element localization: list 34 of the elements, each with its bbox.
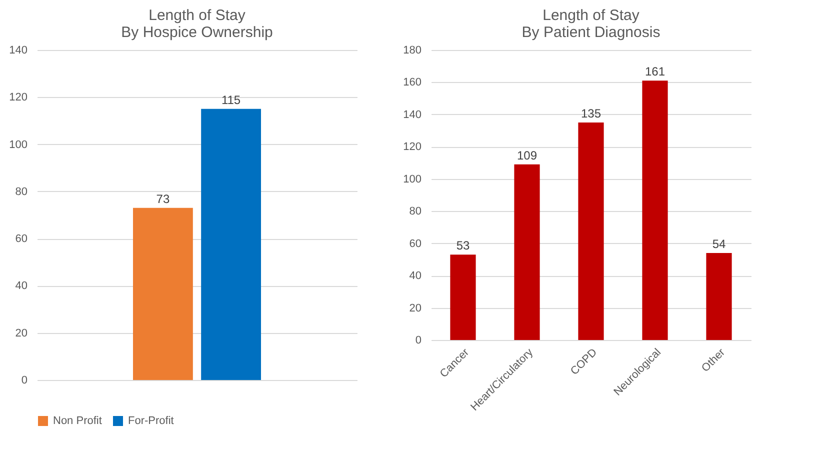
chart-title: Length of Stay By Hospice Ownership [121,7,273,41]
y-tick-label: 140 [9,44,28,56]
data-label: 53 [456,238,470,253]
data-label: 109 [516,148,538,162]
bar [578,122,604,340]
data-label: 135 [580,106,602,120]
y-tick-label: 60 [15,233,28,246]
bar [706,253,732,340]
bar [450,254,476,340]
y-tick-label: 20 [409,302,422,314]
data-label: 115 [221,92,241,107]
y-tick-label: 0 [21,374,28,386]
data-label: 73 [156,192,170,206]
y-tick-label: 0 [415,334,422,346]
bar [642,80,668,340]
y-tick-label: 40 [409,270,422,282]
bar [514,164,540,340]
data-label: 161 [644,64,666,79]
y-tick-label: 80 [15,186,28,198]
y-tick-label: 60 [409,238,422,250]
data-label: 54 [712,237,726,251]
y-tick-label: 100 [403,173,422,186]
legend-label: Non Profit [53,415,102,427]
y-tick-label: 120 [403,141,422,154]
y-tick-label: 20 [15,327,28,340]
y-tick-label: 160 [403,76,422,89]
y-tick-label: 140 [403,108,422,121]
y-tick-label: 180 [403,44,422,56]
y-tick-label: 80 [409,206,422,218]
y-tick-label: 40 [15,280,28,292]
chart-title: Length of Stay By Patient Diagnosis [522,7,660,41]
y-tick-label: 100 [9,138,28,151]
legend-label: For-Profit [128,415,174,427]
y-tick-label: 120 [9,92,28,104]
